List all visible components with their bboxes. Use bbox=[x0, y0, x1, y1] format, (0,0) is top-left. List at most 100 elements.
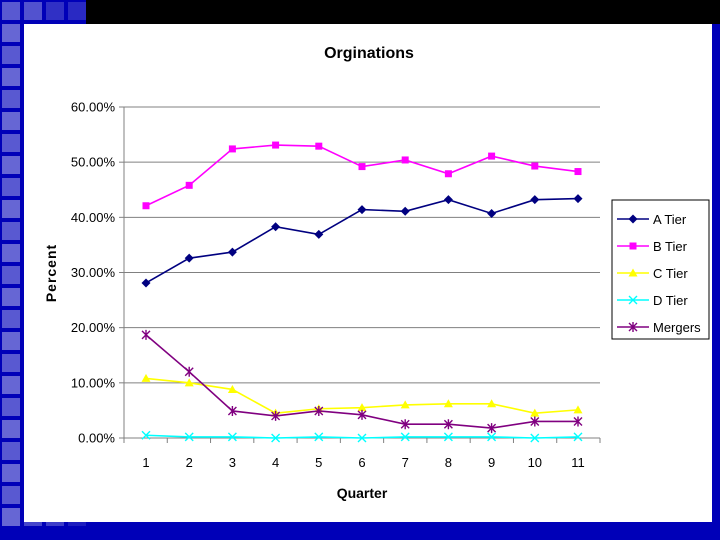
x-tick-label: 8 bbox=[445, 455, 452, 470]
data-point-d-tier bbox=[400, 432, 410, 442]
data-point-b-tier bbox=[228, 145, 236, 153]
legend-box bbox=[611, 199, 710, 340]
series-mergers bbox=[141, 329, 583, 434]
data-point-mergers bbox=[573, 416, 583, 427]
data-point-a-tier bbox=[314, 229, 324, 239]
bg-square bbox=[68, 2, 86, 20]
data-point-a-tier bbox=[184, 253, 194, 263]
data-point-a-tier bbox=[400, 206, 410, 216]
bg-square bbox=[2, 90, 20, 108]
data-point-c-tier bbox=[227, 384, 237, 393]
series-a-tier bbox=[141, 194, 583, 288]
data-point-a-tier bbox=[573, 194, 583, 204]
legend-entry-a-tier: A Tier bbox=[617, 212, 687, 227]
data-point-a-tier bbox=[443, 195, 453, 205]
bg-square bbox=[2, 420, 20, 438]
data-point-d-tier bbox=[357, 433, 367, 443]
x-tick-label: 3 bbox=[229, 455, 236, 470]
series-b-tier bbox=[142, 141, 582, 210]
grid bbox=[124, 106, 600, 384]
data-point-c-tier bbox=[573, 405, 583, 414]
x-tick-label: 2 bbox=[186, 455, 193, 470]
data-point-a-tier bbox=[141, 278, 151, 288]
legend-entry-d-tier: D Tier bbox=[617, 293, 688, 308]
data-point-d-tier bbox=[573, 432, 583, 442]
data-point-b-tier bbox=[488, 152, 496, 160]
data-point-mergers bbox=[357, 409, 367, 420]
data-point-mergers bbox=[314, 405, 324, 416]
data-point-c-tier bbox=[400, 400, 410, 409]
bg-square bbox=[2, 508, 20, 526]
data-point-b-tier bbox=[142, 202, 150, 210]
series-d-tier bbox=[141, 430, 583, 443]
axes: 0.00% 10.00% 20.00% 30.00% 40.00% 50.00% 60.00… bbox=[71, 100, 601, 470]
y-tick-label: 10.00% bbox=[71, 375, 116, 390]
data-point-b-tier bbox=[272, 141, 280, 149]
bg-square bbox=[2, 134, 20, 152]
bg-square bbox=[46, 2, 64, 20]
y-tick-label: 0.00% bbox=[78, 431, 115, 446]
bg-square bbox=[2, 442, 20, 460]
legend-label: B Tier bbox=[653, 239, 688, 254]
x-tick-label: 4 bbox=[272, 455, 279, 470]
bg-square bbox=[2, 46, 20, 64]
chart-title: Orginations bbox=[324, 45, 414, 62]
legend-label: Mergers bbox=[653, 320, 701, 335]
legend-entry-b-tier: B Tier bbox=[617, 239, 688, 254]
data-point-c-tier bbox=[443, 399, 453, 408]
data-point-d-tier bbox=[487, 432, 497, 442]
x-tick-label: 7 bbox=[402, 455, 409, 470]
data-point-b-tier bbox=[358, 163, 366, 171]
legend: A Tier B Tier C Tier D Tier Mergers bbox=[611, 199, 710, 340]
series-c-tier bbox=[141, 373, 583, 417]
data-point-mergers bbox=[271, 410, 281, 421]
x-tick-label: 1 bbox=[142, 455, 149, 470]
data-point-a-tier bbox=[271, 222, 281, 232]
bg-square bbox=[2, 310, 20, 328]
legend-entry-mergers: Mergers bbox=[617, 320, 701, 335]
bg-square bbox=[2, 178, 20, 196]
data-point-mergers bbox=[530, 416, 540, 427]
y-tick-label: 40.00% bbox=[71, 210, 116, 225]
bg-square bbox=[2, 464, 20, 482]
bg-square bbox=[2, 112, 20, 130]
bg-square bbox=[2, 222, 20, 240]
x-tick-label: 6 bbox=[358, 455, 365, 470]
bg-square bbox=[2, 2, 20, 20]
data-point-mergers bbox=[184, 366, 194, 377]
x-tick-label: 5 bbox=[315, 455, 322, 470]
y-tick-label: 60.00% bbox=[71, 100, 116, 115]
bg-square bbox=[2, 156, 20, 174]
data-point-d-tier bbox=[184, 432, 194, 442]
x-axis-title: Quarter bbox=[337, 485, 388, 501]
legend-swatch-marker bbox=[628, 268, 638, 277]
data-point-c-tier bbox=[141, 373, 151, 382]
bg-square bbox=[2, 332, 20, 350]
bg-top-band bbox=[86, 0, 720, 24]
legend-label: A Tier bbox=[653, 212, 687, 227]
legend-swatch-marker bbox=[628, 214, 638, 224]
series-layer bbox=[141, 141, 583, 443]
data-point-mergers bbox=[141, 329, 151, 340]
data-point-d-tier bbox=[141, 430, 151, 440]
data-point-b-tier bbox=[574, 168, 582, 176]
series-line-b-tier bbox=[145, 144, 579, 207]
legend-label: D Tier bbox=[653, 293, 688, 308]
data-point-b-tier bbox=[531, 162, 539, 170]
data-point-c-tier bbox=[530, 408, 540, 417]
y-tick-label: 20.00% bbox=[71, 320, 116, 335]
bg-square bbox=[24, 2, 42, 20]
y-tick-label: 50.00% bbox=[71, 155, 116, 170]
data-point-d-tier bbox=[530, 433, 540, 443]
data-point-a-tier bbox=[487, 208, 497, 218]
legend-swatch-marker bbox=[629, 242, 637, 250]
data-point-a-tier bbox=[357, 205, 367, 215]
data-point-mergers bbox=[227, 405, 237, 416]
data-point-b-tier bbox=[401, 156, 409, 164]
data-point-d-tier bbox=[271, 433, 281, 443]
data-point-c-tier bbox=[357, 403, 367, 412]
legend-swatch-marker bbox=[628, 295, 638, 305]
data-point-mergers bbox=[487, 423, 497, 434]
data-point-mergers bbox=[400, 419, 410, 430]
